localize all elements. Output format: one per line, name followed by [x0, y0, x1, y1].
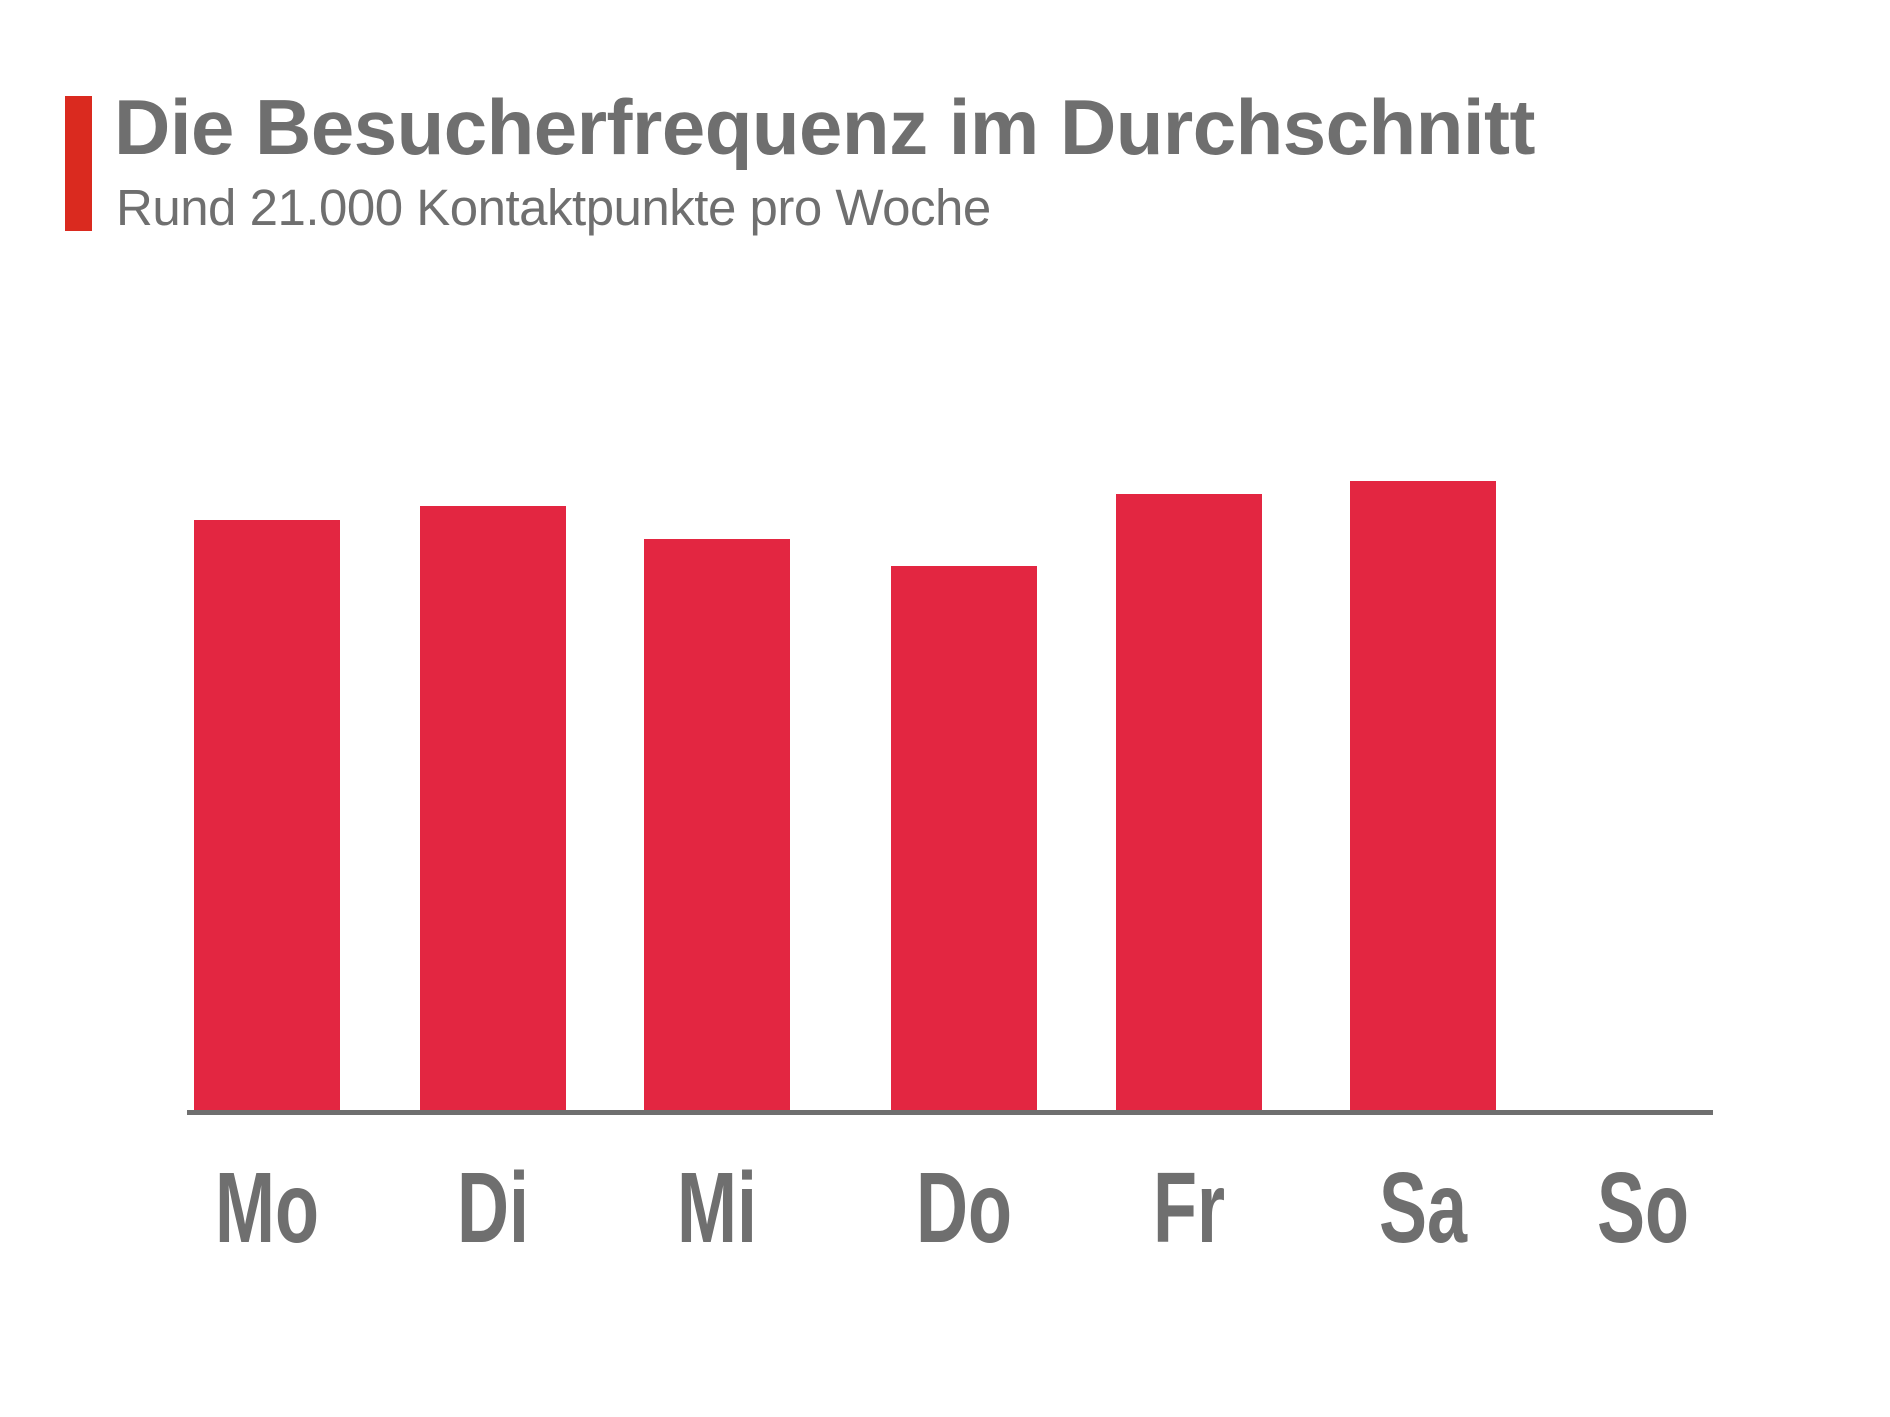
x-label-so: So	[1596, 1152, 1690, 1264]
bar-sa	[1350, 481, 1496, 1110]
chart-title: Die Besucherfrequenz im Durchschnitt	[114, 83, 1535, 171]
x-axis-line	[187, 1110, 1713, 1115]
x-label-fr: Fr	[1153, 1152, 1225, 1264]
bar-di	[420, 506, 566, 1110]
x-label-mo: Mo	[215, 1152, 319, 1264]
chart-subtitle: Rund 21.000 Kontaktpunkte pro Woche	[116, 179, 991, 236]
x-label-sa: Sa	[1378, 1152, 1468, 1264]
bar-fr	[1116, 494, 1262, 1110]
x-label-do: Do	[916, 1152, 1012, 1264]
x-label-mi: Mi	[677, 1152, 757, 1264]
bar-mi	[644, 539, 790, 1110]
title-accent-bar	[65, 96, 92, 231]
bar-mo	[194, 520, 340, 1110]
bar-do	[891, 566, 1037, 1110]
x-label-di: Di	[457, 1152, 529, 1264]
